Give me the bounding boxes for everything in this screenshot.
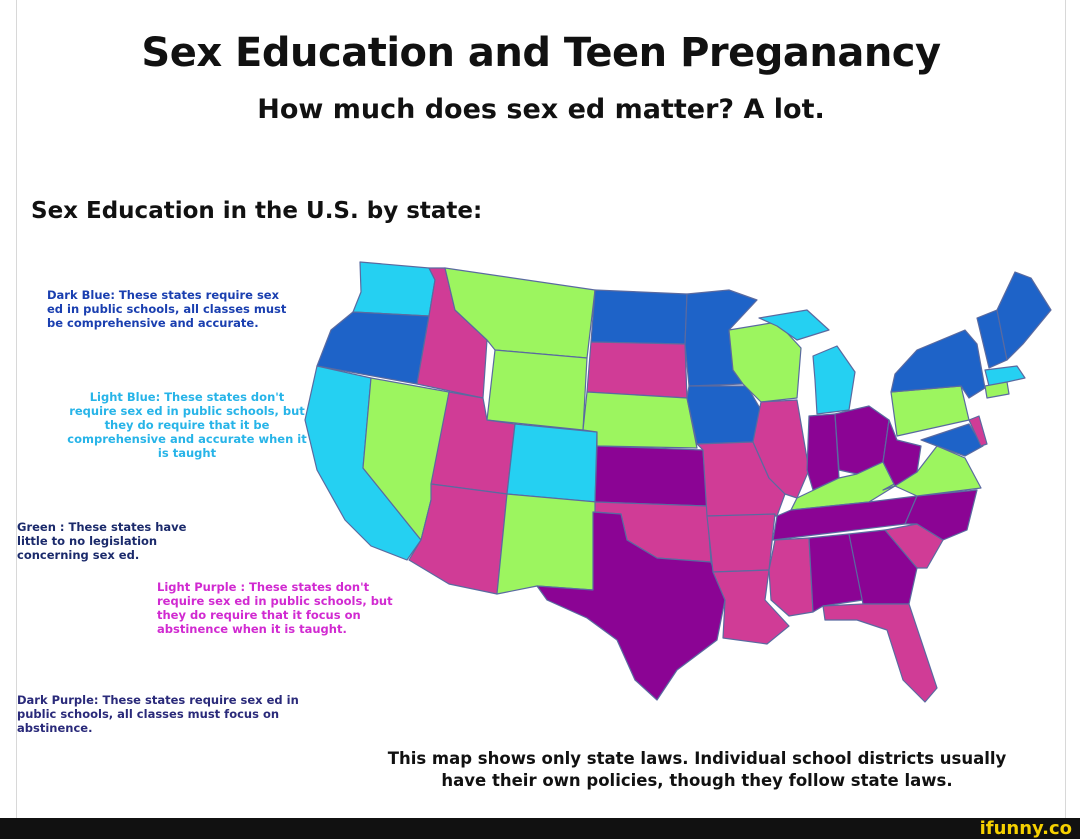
map-note: This map shows only state laws. Individu… bbox=[387, 749, 1007, 790]
state-kansas bbox=[594, 445, 708, 507]
state-nebraska bbox=[582, 391, 698, 449]
state-virginia bbox=[882, 445, 982, 497]
watermark-bar: ifunny.co bbox=[0, 818, 1080, 839]
state-michigan bbox=[812, 345, 856, 415]
state-delaware bbox=[968, 415, 988, 447]
legend-light-blue: Light Blue: These states don't require s… bbox=[67, 390, 307, 460]
state-alabama bbox=[808, 533, 864, 613]
legend-dark-blue: Dark Blue: These states require sex ed i… bbox=[47, 288, 287, 330]
state-wyoming bbox=[486, 349, 588, 431]
legend-light-purple: Light Purple : These states don't requir… bbox=[157, 580, 393, 636]
state-indiana bbox=[806, 413, 840, 491]
state-south-carolina bbox=[884, 523, 944, 569]
state-maine bbox=[996, 271, 1052, 361]
state-massachusetts bbox=[984, 365, 1026, 387]
state-iowa bbox=[686, 385, 762, 445]
state-north-dakota bbox=[590, 289, 688, 345]
page-subtitle: How much does sex ed matter? A lot. bbox=[257, 94, 825, 125]
state-new-mexico bbox=[496, 493, 598, 595]
state-arkansas bbox=[706, 513, 776, 573]
state-washington bbox=[352, 261, 436, 317]
state-maryland bbox=[920, 423, 984, 457]
state-colorado bbox=[506, 423, 598, 503]
page-title: Sex Education and Teen Preganancy bbox=[141, 30, 941, 76]
state-florida bbox=[822, 603, 938, 703]
map-section-label: Sex Education in the U.S. by state: bbox=[31, 198, 483, 224]
infographic-frame: Sex Education and Teen Preganancy How mu… bbox=[16, 0, 1066, 818]
state-oregon bbox=[316, 311, 430, 385]
legend-dark-purple: Dark Purple: These states require sex ed… bbox=[17, 693, 299, 735]
state-west-virginia bbox=[882, 419, 922, 487]
ifunny-watermark: ifunny.co bbox=[979, 818, 1072, 839]
us-states-map bbox=[304, 261, 1052, 703]
state-south-dakota bbox=[586, 341, 688, 399]
state-texas bbox=[536, 511, 726, 701]
state-illinois bbox=[752, 399, 810, 499]
state-new-york bbox=[890, 329, 986, 399]
legend-green: Green : These states have little to no l… bbox=[17, 520, 187, 562]
state-louisiana bbox=[712, 569, 790, 645]
state-connecticut bbox=[984, 381, 1010, 399]
state-mississippi bbox=[768, 537, 814, 617]
state-michigan-upper bbox=[758, 309, 830, 341]
